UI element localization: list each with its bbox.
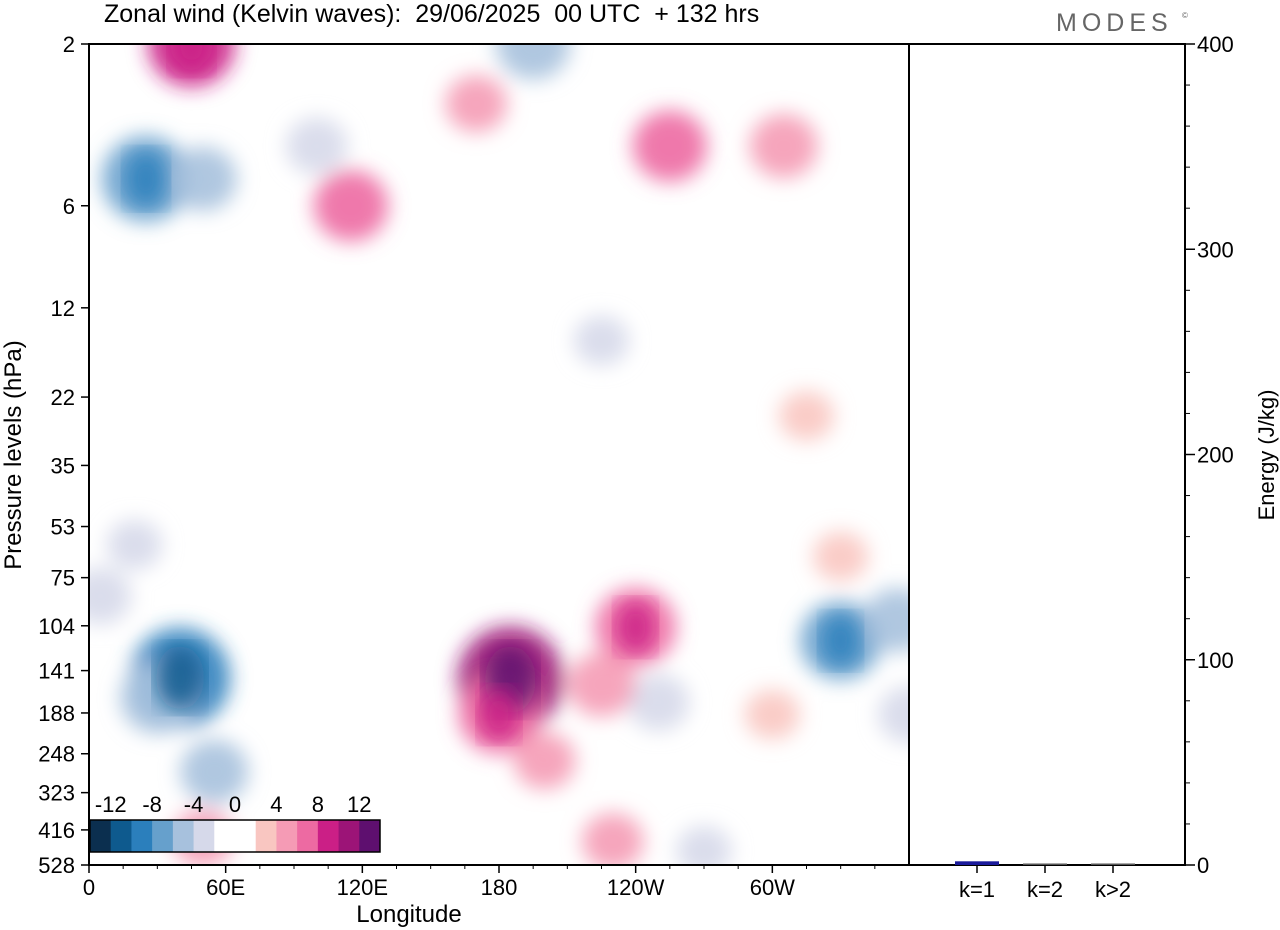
energy-tick-label: 200	[1197, 443, 1234, 468]
colorbar-swatch	[90, 820, 112, 852]
field-core	[156, 645, 205, 710]
field-core	[170, 44, 213, 73]
field-point	[513, 732, 576, 790]
y-tick-label: 12	[51, 296, 75, 321]
x-tick-label: 0	[83, 875, 95, 900]
y-tick-label: 75	[51, 566, 75, 591]
field-point	[632, 110, 708, 182]
pressure-axis: 2 6 12 22 35 53 75 104 141 188 248 323 416 528 Pressur…	[0, 32, 89, 878]
y-tick-label: 104	[38, 614, 75, 639]
field-core	[124, 150, 168, 208]
energy-category-label: k=1	[959, 877, 995, 902]
field-core	[479, 687, 519, 742]
field-point	[180, 739, 249, 804]
field-point	[582, 813, 644, 865]
y-tick-label: 248	[38, 742, 75, 767]
colorbar-label: 12	[347, 792, 371, 817]
y-tick-label: 141	[38, 659, 75, 684]
x-tick-label: 120W	[607, 875, 665, 900]
longitude-axis: 0 60E 120E 180 120W 60W Longitude	[83, 865, 876, 928]
field-point	[813, 531, 869, 582]
colorbar-swatch	[214, 820, 236, 852]
field-core	[615, 600, 656, 654]
y-tick-label: 6	[63, 194, 75, 219]
colorbar-swatch	[152, 820, 174, 852]
y-tick-label: 35	[51, 453, 75, 478]
field-point	[778, 391, 835, 441]
colorbar-swatch	[359, 820, 381, 852]
energy-bar-panel: 0 100 200 300 400 Energy (J/kg) k=1 k=2 k>2	[908, 32, 1279, 902]
field-point	[285, 117, 348, 175]
colorbar: -12 -8 -4 0 4 8 12	[89, 792, 381, 853]
colorbar-label: -4	[184, 792, 204, 817]
colorbar-swatch	[297, 820, 319, 852]
colorbar-swatch	[110, 820, 132, 852]
field-point	[168, 146, 237, 211]
energy-tick-label: 100	[1197, 648, 1234, 673]
y-tick-label: 323	[38, 781, 75, 806]
heatmap-blobs	[89, 44, 909, 865]
x-tick-label: 60E	[206, 875, 245, 900]
x-tick-label: 180	[481, 875, 518, 900]
y-tick-label: 53	[51, 515, 75, 540]
field-point	[863, 588, 909, 652]
y-tick-label: 188	[38, 701, 75, 726]
colorbar-swatch	[255, 820, 277, 852]
field-point	[567, 652, 636, 717]
field-core	[820, 613, 861, 668]
energy-category-label: k>2	[1095, 877, 1131, 902]
colorbar-swatch	[276, 820, 298, 852]
field-point	[495, 44, 571, 80]
y-tick-label: 22	[51, 385, 75, 410]
field-point	[313, 170, 389, 242]
heatmap-field	[89, 44, 909, 865]
colorbar-swatch	[172, 820, 195, 852]
energy-tick-label: 0	[1197, 853, 1209, 878]
colorbar-swatch	[131, 820, 153, 852]
y-tick-label: 2	[63, 32, 75, 57]
colorbar-label: 8	[312, 792, 324, 817]
colorbar-label: 0	[229, 792, 241, 817]
x-axis-label: Longitude	[356, 901, 461, 928]
y-tick-label: 528	[38, 853, 75, 878]
field-point	[106, 519, 163, 570]
y-axis-label: Pressure levels (hPa)	[0, 340, 27, 569]
colorbar-border	[89, 819, 381, 853]
y-tick-label: 416	[38, 818, 75, 843]
colorbar-swatch	[338, 820, 360, 852]
brand-logo: MODES	[1056, 9, 1173, 37]
x-tick-label: 60W	[750, 875, 795, 900]
energy-axis-label: Energy (J/kg)	[1254, 390, 1279, 521]
colorbar-swatch	[317, 820, 340, 852]
energy-tick-label: 400	[1197, 32, 1234, 57]
field-point	[676, 826, 732, 865]
x-tick-label: 120E	[337, 875, 388, 900]
field-point	[89, 567, 132, 625]
energy-bar	[1023, 863, 1067, 865]
colorbar-swatch	[235, 820, 257, 852]
colorbar-label: 4	[270, 792, 282, 817]
energy-category-label: k=2	[1027, 877, 1063, 902]
energy-tick-label: 300	[1197, 237, 1234, 262]
energy-bar	[1091, 863, 1135, 865]
colorbar-label: -8	[142, 792, 162, 817]
colorbar-label: -12	[95, 792, 127, 817]
field-point	[445, 75, 508, 133]
field-point	[627, 674, 690, 731]
field-point	[749, 114, 818, 179]
colorbar-swatch	[193, 820, 215, 852]
bar-panel-border	[908, 43, 1186, 866]
field-point	[573, 315, 630, 366]
field-point	[744, 689, 800, 740]
field-point	[878, 686, 909, 743]
energy-bar	[955, 861, 999, 865]
chart-title: Zonal wind (Kelvin waves): 29/06/2025 00…	[104, 0, 760, 28]
brand-copyright-mark: ©	[1182, 11, 1188, 20]
